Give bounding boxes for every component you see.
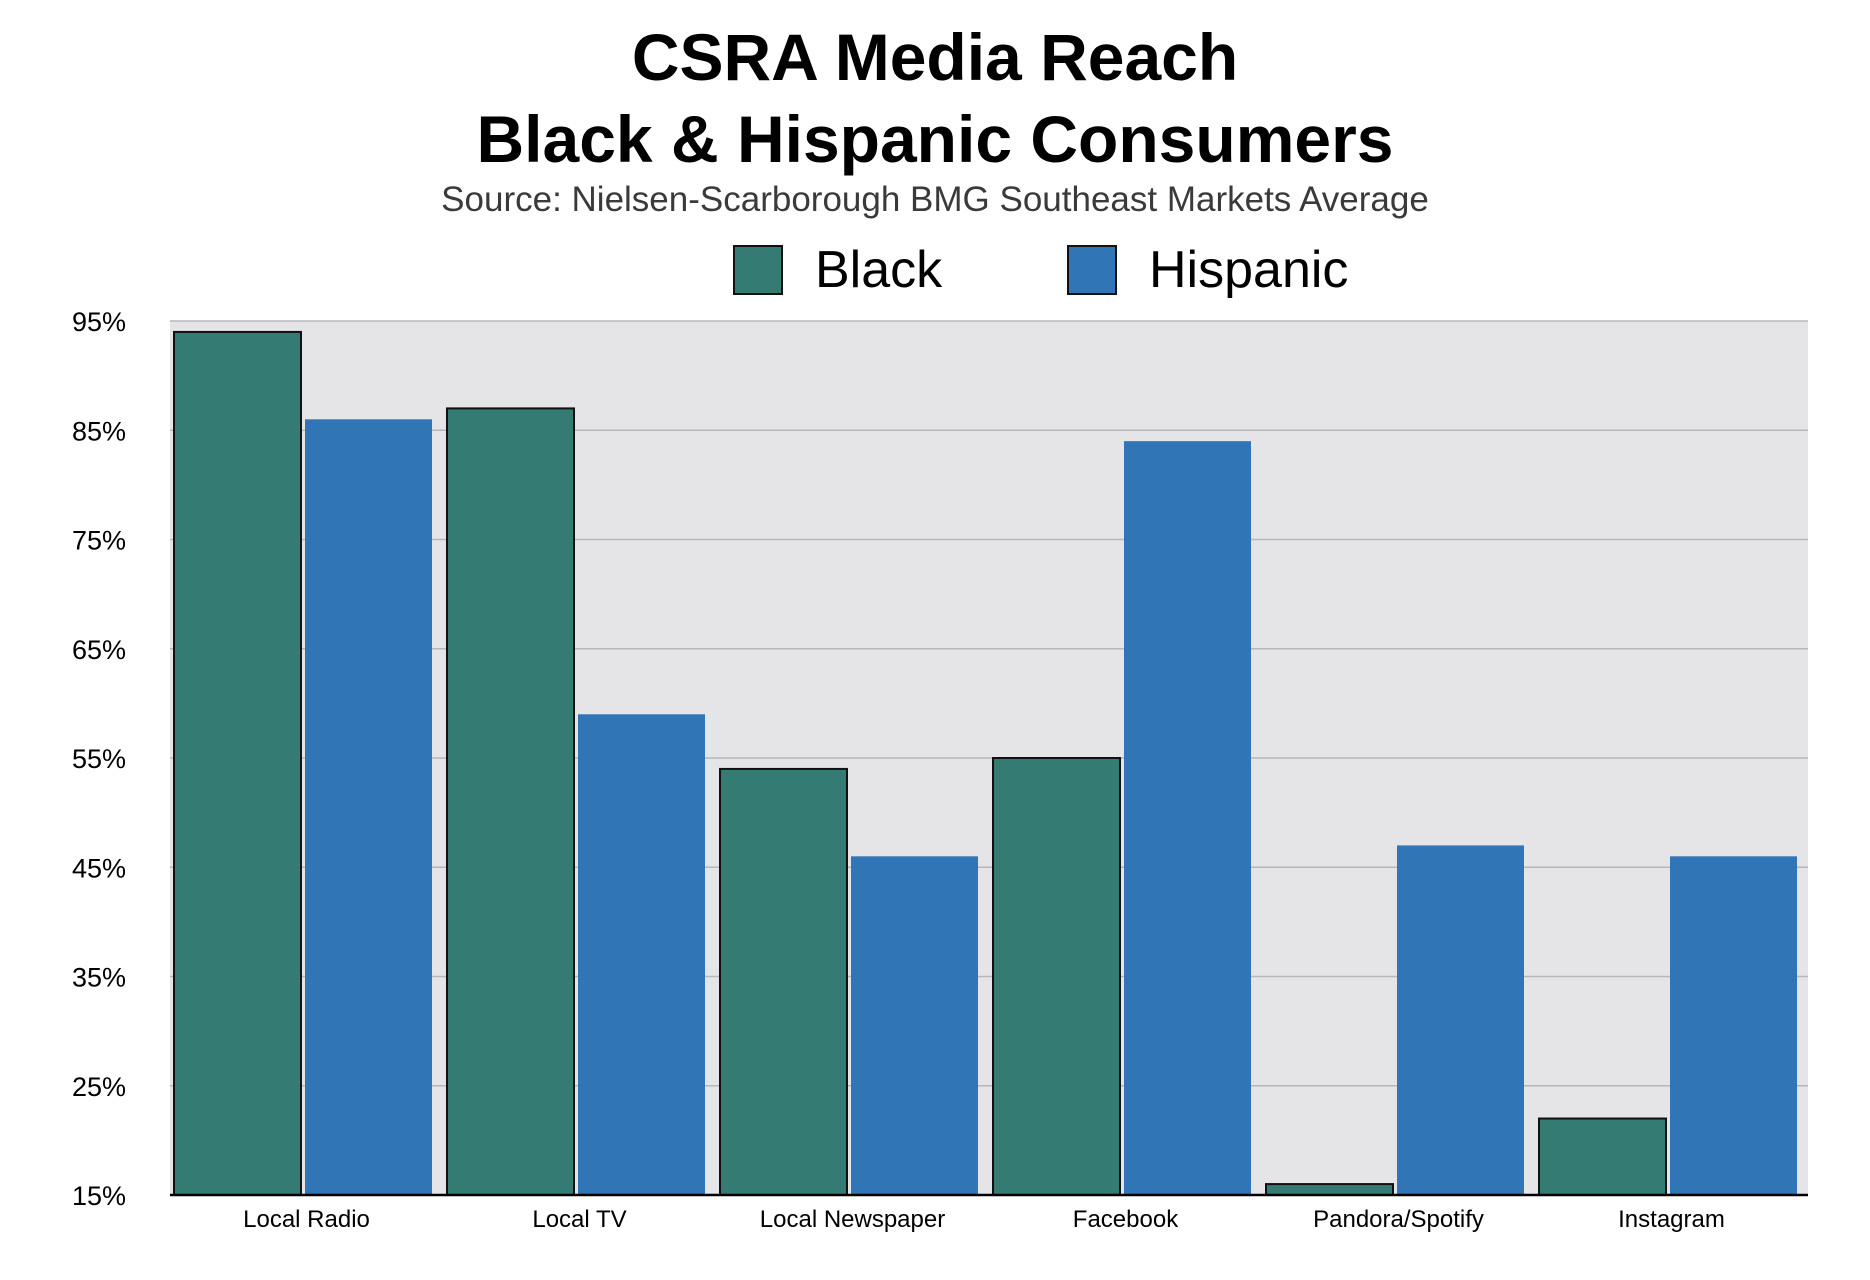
y-tick-label: 25%	[72, 1072, 126, 1102]
bar-black-3	[992, 757, 1121, 1196]
legend-item-black: Black	[733, 241, 942, 299]
legend-item-hispanic: Hispanic	[1067, 241, 1348, 299]
bar-hispanic-5	[1670, 856, 1797, 1195]
bar-black-1	[446, 407, 575, 1196]
legend-swatch-black	[733, 245, 783, 295]
y-tick-label: 85%	[72, 416, 126, 446]
x-tick-label: Instagram	[1618, 1206, 1725, 1233]
bar-hispanic-3	[1124, 441, 1251, 1195]
bar-hispanic-0	[305, 419, 432, 1195]
bar-hispanic-1	[578, 714, 705, 1195]
y-tick-label: 35%	[72, 963, 126, 993]
x-tick-label: Pandora/Spotify	[1313, 1206, 1484, 1233]
y-tick-label: 75%	[72, 526, 126, 556]
chart-title: CSRA Media Reach	[631, 20, 1239, 94]
legend-label-hispanic: Hispanic	[1149, 241, 1349, 299]
bar-black-0	[173, 330, 302, 1196]
bar-black-4	[1265, 1183, 1394, 1196]
bar-black-2	[719, 767, 848, 1196]
bar-hispanic-2	[851, 856, 978, 1195]
bar-hispanic-4	[1397, 845, 1524, 1195]
x-tick-label: Local TV	[532, 1206, 626, 1233]
x-tick-label: Facebook	[1073, 1206, 1179, 1233]
y-tick-label: 95%	[72, 307, 126, 337]
y-tick-label: 55%	[72, 744, 126, 774]
bar-black-5	[1538, 1117, 1667, 1197]
x-tick-label: Local Newspaper	[760, 1206, 945, 1233]
chart-title-line2: Black & Hispanic Consumers	[476, 102, 1394, 176]
x-tick-label: Local Radio	[243, 1206, 370, 1233]
legend-label-black: Black	[815, 241, 943, 299]
y-tick-label: 45%	[72, 853, 126, 883]
chart-subtitle: Source: Nielsen-Scarborough BMG Southeas…	[441, 180, 1429, 219]
legend-swatch-hispanic	[1067, 245, 1117, 295]
y-tick-label: 65%	[72, 635, 126, 665]
y-tick-label: 15%	[72, 1181, 126, 1211]
